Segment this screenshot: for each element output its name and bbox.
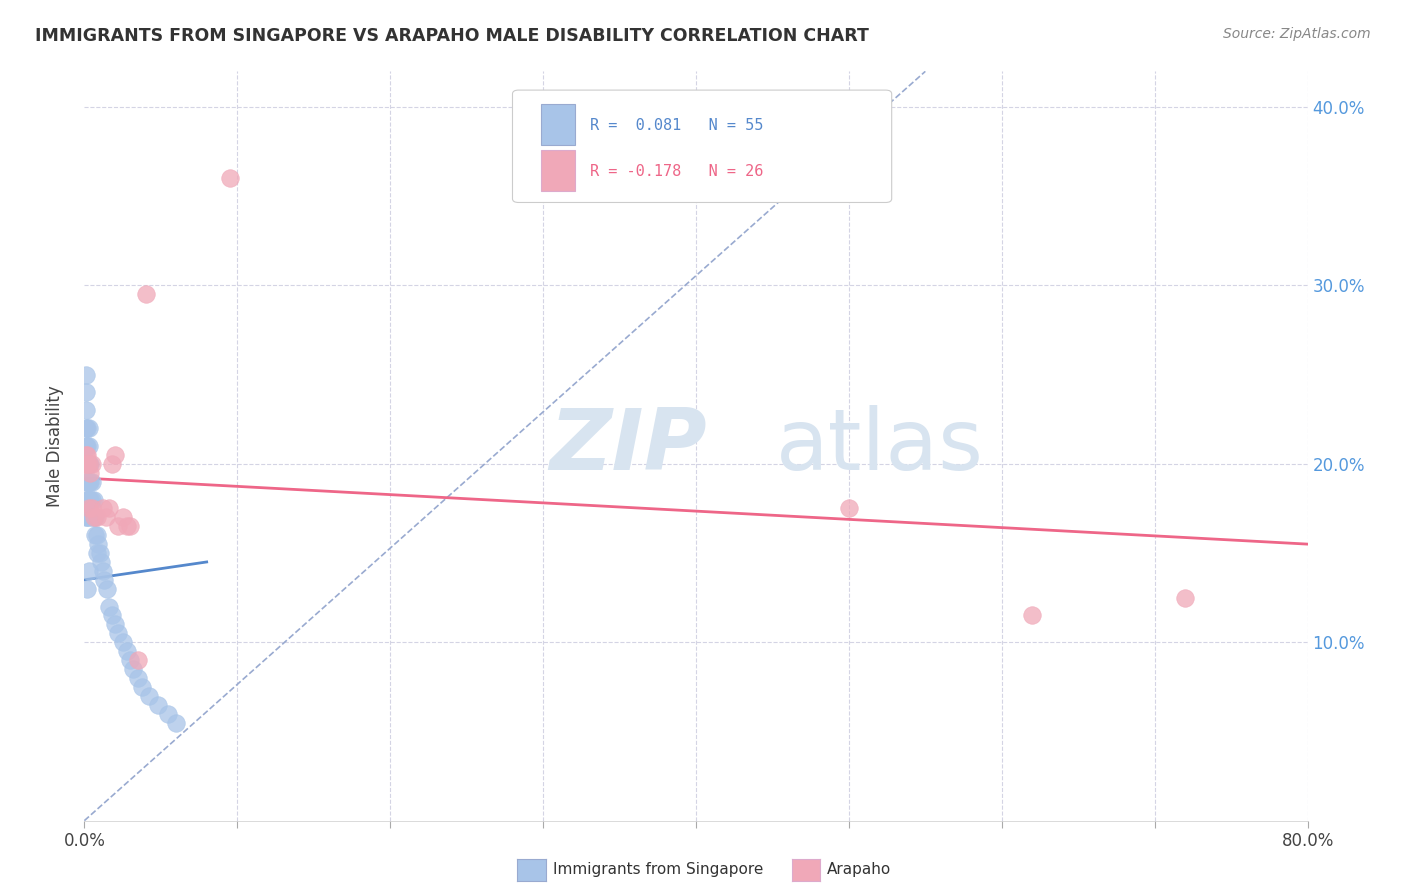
Point xyxy=(76,510,98,524)
Point xyxy=(84,510,107,524)
Point xyxy=(75,403,97,417)
Point xyxy=(76,492,98,507)
Point xyxy=(77,439,100,453)
Point xyxy=(83,492,105,507)
Point xyxy=(138,689,160,703)
Text: Arapaho: Arapaho xyxy=(827,863,891,877)
Point xyxy=(96,582,118,596)
Point xyxy=(79,475,101,489)
Point xyxy=(75,439,97,453)
Point xyxy=(77,510,100,524)
Point xyxy=(75,457,97,471)
Point xyxy=(101,608,124,623)
Point xyxy=(94,510,117,524)
Point xyxy=(76,421,98,435)
Point xyxy=(80,492,103,507)
Point xyxy=(115,644,138,658)
Text: Immigrants from Singapore: Immigrants from Singapore xyxy=(553,863,763,877)
Point xyxy=(122,662,145,676)
Point xyxy=(91,564,114,578)
Point xyxy=(77,492,100,507)
Text: Source: ZipAtlas.com: Source: ZipAtlas.com xyxy=(1223,27,1371,41)
Point xyxy=(77,564,100,578)
Point xyxy=(76,457,98,471)
Point xyxy=(77,457,100,471)
Point xyxy=(79,492,101,507)
Point xyxy=(107,519,129,533)
Point xyxy=(101,457,124,471)
Point xyxy=(146,698,169,712)
Point xyxy=(77,475,100,489)
Point xyxy=(89,546,111,560)
Point xyxy=(97,599,120,614)
Point xyxy=(1021,608,1043,623)
Text: IMMIGRANTS FROM SINGAPORE VS ARAPAHO MALE DISABILITY CORRELATION CHART: IMMIGRANTS FROM SINGAPORE VS ARAPAHO MAL… xyxy=(35,27,869,45)
Point xyxy=(111,510,134,524)
Point xyxy=(79,466,101,480)
Point xyxy=(135,287,157,301)
Point xyxy=(157,706,180,721)
Point xyxy=(86,510,108,524)
Text: R =  0.081   N = 55: R = 0.081 N = 55 xyxy=(589,118,763,133)
Point xyxy=(76,448,98,462)
Point xyxy=(75,475,97,489)
Text: ZIP: ZIP xyxy=(550,404,707,488)
Point xyxy=(75,448,97,462)
Point xyxy=(218,171,240,186)
Point xyxy=(104,617,127,632)
Point xyxy=(80,475,103,489)
Point xyxy=(86,528,108,542)
Point xyxy=(86,546,108,560)
Point xyxy=(83,510,105,524)
Point xyxy=(75,457,97,471)
Point xyxy=(77,457,100,471)
Point xyxy=(104,448,127,462)
Point xyxy=(90,555,112,569)
Point xyxy=(80,510,103,524)
Text: R = -0.178   N = 26: R = -0.178 N = 26 xyxy=(589,164,763,179)
Point xyxy=(75,492,97,507)
Point xyxy=(75,510,97,524)
Point xyxy=(77,421,100,435)
Y-axis label: Male Disability: Male Disability xyxy=(45,385,63,507)
Point xyxy=(107,626,129,640)
Point xyxy=(76,582,98,596)
Point xyxy=(165,715,187,730)
Point xyxy=(97,501,120,516)
Point xyxy=(80,457,103,471)
Point xyxy=(75,421,97,435)
Point xyxy=(79,457,101,471)
Point xyxy=(75,368,97,382)
Point xyxy=(93,573,115,587)
Point xyxy=(131,680,153,694)
Point xyxy=(91,501,114,516)
Point xyxy=(1174,591,1197,605)
Point xyxy=(111,635,134,649)
FancyBboxPatch shape xyxy=(541,150,575,191)
Text: atlas: atlas xyxy=(776,404,983,488)
Point xyxy=(87,537,110,551)
Point xyxy=(127,671,149,685)
Point xyxy=(120,519,142,533)
FancyBboxPatch shape xyxy=(513,90,891,202)
Point xyxy=(838,501,860,516)
Point xyxy=(115,519,138,533)
Point xyxy=(76,439,98,453)
Point xyxy=(127,653,149,667)
Point xyxy=(83,510,105,524)
Point xyxy=(76,457,98,471)
Point xyxy=(77,501,100,516)
Point xyxy=(76,475,98,489)
Point xyxy=(120,653,142,667)
Point xyxy=(75,385,97,400)
Point xyxy=(80,501,103,516)
Point xyxy=(84,528,107,542)
FancyBboxPatch shape xyxy=(541,103,575,145)
